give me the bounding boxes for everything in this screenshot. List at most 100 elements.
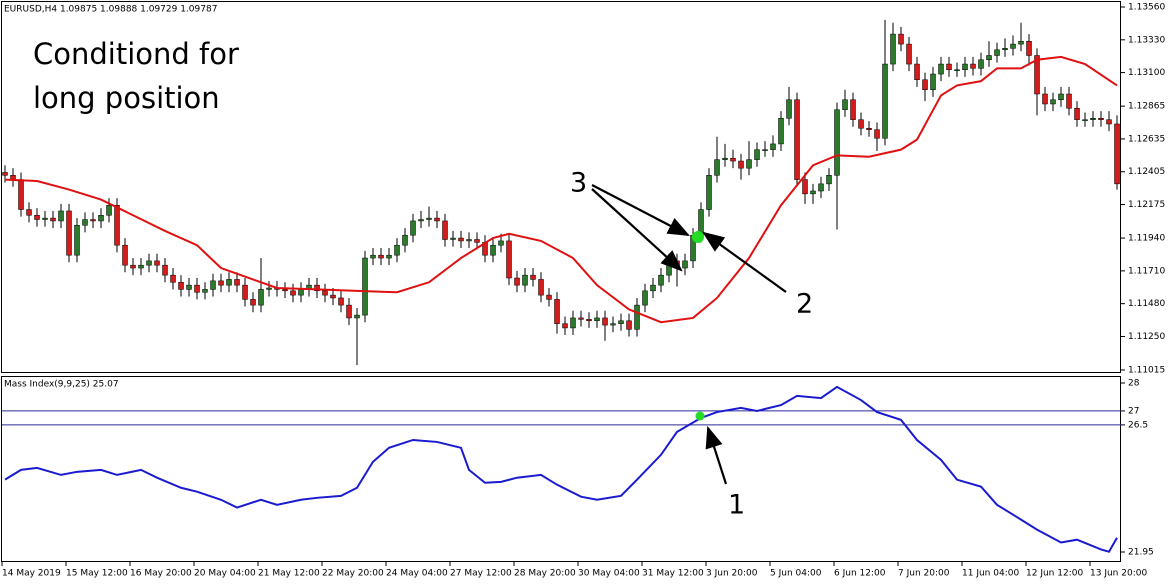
- y-tick-label: 1.12405: [1128, 167, 1165, 177]
- candle-body: [298, 289, 304, 296]
- candle-body: [250, 299, 256, 306]
- candle-body: [634, 304, 640, 330]
- y-tick-label: 1.11480: [1128, 299, 1165, 309]
- plot-layer: 1.13560 1.13330 1.13100 1.12865 1.12635 1.124…: [1, 3, 1165, 579]
- candle-body: [954, 69, 960, 72]
- y-tick-label: 26.5: [1128, 420, 1148, 430]
- candle-body: [1114, 123, 1120, 185]
- candle-body: [1002, 48, 1008, 51]
- candle-body: [2, 172, 8, 176]
- candle-body: [610, 323, 616, 326]
- candle-body: [226, 279, 232, 286]
- y-tick-label: 1.13100: [1128, 68, 1165, 78]
- candle-body: [26, 209, 32, 216]
- candle-body: [946, 63, 952, 71]
- x-tick-label: 12 Jun 12:00: [1026, 569, 1083, 579]
- x-tick-label: 22 May 20:00: [322, 569, 384, 579]
- candle-body: [770, 143, 776, 150]
- x-tick-label: 15 May 12:00: [66, 569, 128, 579]
- y-tick-label: 1.13330: [1128, 35, 1165, 45]
- candle-body: [682, 260, 688, 269]
- candle-body: [74, 224, 80, 256]
- candle-body: [538, 279, 544, 296]
- y-tick-label: 1.11940: [1128, 234, 1165, 244]
- candle-body: [786, 99, 792, 119]
- candle-body: [338, 297, 344, 306]
- candle-body: [618, 320, 624, 324]
- candle-body: [898, 33, 904, 45]
- y-tick-label: 28: [1128, 379, 1140, 389]
- x-tick-label: 3 Jun 20:00: [706, 569, 758, 579]
- candle-body: [938, 63, 944, 75]
- note-line: long position: [33, 81, 220, 115]
- candle-body: [106, 205, 112, 216]
- candle-body: [586, 319, 592, 322]
- candle-body: [850, 99, 856, 120]
- candle-body: [802, 179, 808, 195]
- candle-body: [50, 217, 56, 222]
- candle-body: [138, 264, 144, 269]
- candle-body: [706, 175, 712, 210]
- candle-body: [170, 274, 176, 283]
- candle-body: [650, 284, 656, 292]
- candle-body: [1026, 40, 1032, 56]
- candle-body: [714, 159, 720, 176]
- candle-body: [442, 220, 448, 240]
- candle-body: [314, 284, 320, 292]
- candle-body: [834, 109, 840, 176]
- candle-body: [642, 290, 648, 306]
- candle-body: [418, 219, 424, 222]
- candle-body: [42, 217, 48, 220]
- annotation: 1: [728, 490, 745, 521]
- candle-body: [426, 217, 432, 220]
- x-tick-label: 7 Jun 20:00: [898, 569, 950, 579]
- candle-body: [154, 260, 160, 266]
- arrow: [591, 188, 683, 272]
- candle-body: [490, 244, 496, 256]
- x-tick-label: 16 May 20:00: [130, 569, 192, 579]
- y-tick-label: 1.12635: [1128, 134, 1165, 144]
- candle-body: [1034, 55, 1040, 95]
- candle-body: [362, 257, 368, 316]
- candle-body: [1106, 119, 1112, 125]
- candle-body: [194, 284, 200, 293]
- candle-body: [730, 157, 736, 162]
- candle-body: [122, 244, 128, 266]
- mass-index-line: [4, 385, 1118, 553]
- indicator-header: Mass Index(9,9,25) 25.07: [4, 380, 119, 390]
- candle-body: [450, 237, 456, 240]
- candle-body: [410, 220, 416, 236]
- candle-body: [218, 280, 224, 286]
- signal-dot: [695, 411, 705, 421]
- candle-body: [666, 260, 672, 276]
- candle-body: [234, 279, 240, 286]
- candle-body: [578, 317, 584, 320]
- candle-body: [474, 239, 480, 243]
- y-tick-label: 1.11015: [1128, 366, 1165, 376]
- symbol-header: EURUSD,H4 1.09875 1.09888 1.09729 1.0978…: [4, 5, 217, 15]
- candle-body: [1018, 40, 1024, 45]
- signal-dot: [692, 231, 704, 243]
- candle-body: [322, 290, 328, 296]
- candle-body: [866, 127, 872, 130]
- candle-body: [930, 73, 936, 90]
- candle-body: [970, 63, 976, 69]
- candle-body: [562, 323, 568, 329]
- candle-body: [186, 284, 192, 290]
- candle-body: [858, 119, 864, 129]
- candle-body: [146, 260, 152, 266]
- candle-body: [1082, 119, 1088, 121]
- candle-body: [890, 33, 896, 65]
- x-tick-label: 13 Jun 20:00: [1090, 569, 1147, 579]
- x-tick-label: 21 May 12:00: [258, 569, 320, 579]
- candle-body: [570, 317, 576, 329]
- candle-body: [386, 254, 392, 259]
- candle-body: [1090, 118, 1096, 120]
- candle-body: [738, 160, 744, 169]
- candle-body: [762, 149, 768, 151]
- candle-body: [66, 210, 72, 256]
- candle-body: [434, 217, 440, 222]
- candle-body: [778, 118, 784, 145]
- candle-body: [874, 129, 880, 139]
- candle-body: [114, 205, 120, 246]
